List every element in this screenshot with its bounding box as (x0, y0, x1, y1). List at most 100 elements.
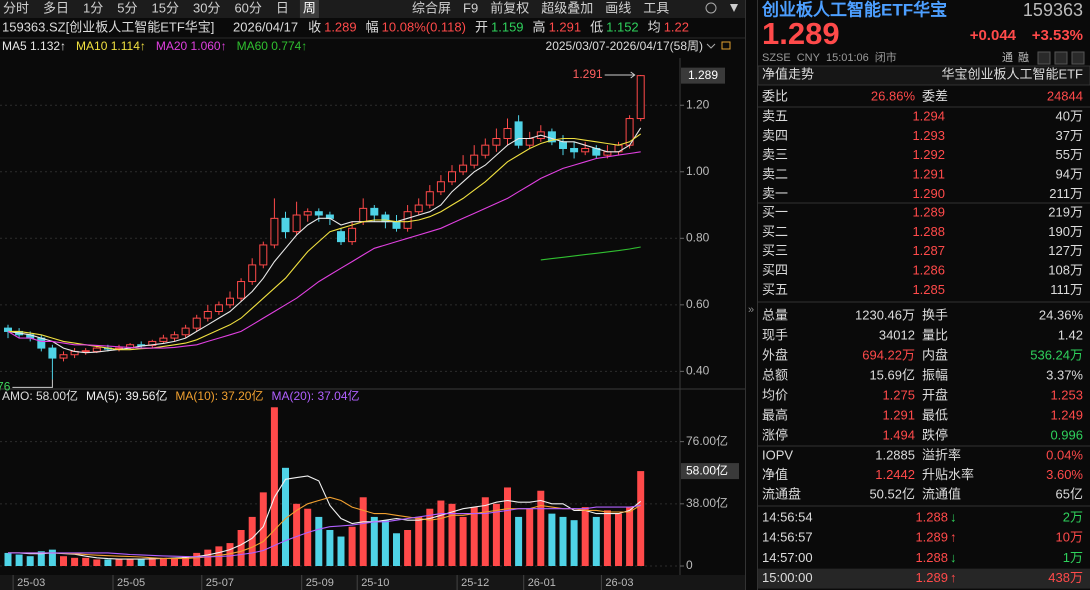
book-label: 卖五 (762, 108, 788, 123)
candle-body (248, 264, 257, 283)
ma-line (8, 133, 642, 351)
info-label: 高 (533, 19, 546, 34)
stat-label: 量比 (922, 327, 948, 342)
period-tab[interactable]: 5分 (117, 0, 137, 15)
stat-value: 15.69亿 (869, 367, 915, 382)
ma-line (7, 127, 642, 354)
period-tab[interactable]: 60分 (234, 0, 261, 15)
stat-value: 1.2885 (875, 447, 915, 462)
stat-label: 最高 (762, 407, 788, 422)
volume-bar (270, 407, 278, 566)
lock-icon[interactable] (721, 41, 731, 50)
tool-icon[interactable] (1071, 51, 1085, 65)
trade-highlight (758, 568, 1090, 589)
candle-body (636, 75, 645, 120)
legend-entry: MA(10): 37.20亿 (175, 388, 263, 403)
trade-time: 14:57:00 (762, 550, 813, 565)
stat-label: 跌停 (922, 427, 948, 442)
tool-button[interactable]: 超级叠加 (541, 0, 593, 15)
volume-bar (115, 559, 123, 566)
candle-body (414, 204, 423, 213)
stat-label: 净值 (762, 467, 788, 482)
info-value: 1.289 (324, 19, 357, 34)
candle-body (303, 211, 312, 216)
stat-label: 涨停 (762, 427, 788, 442)
menu-icon[interactable] (730, 4, 738, 12)
book-volume: 37万 (1056, 128, 1083, 143)
tab[interactable]: 华宝创业板人工智能ETF (941, 66, 1083, 81)
dropdown-icon[interactable] (706, 43, 716, 49)
volume-bar (592, 516, 600, 566)
volume-bar (226, 543, 234, 566)
volume-bar (626, 507, 634, 566)
stat-value: 0.04% (1046, 447, 1083, 462)
stat-value: 34012 (879, 327, 915, 342)
period-tab[interactable]: 多日 (43, 0, 69, 15)
candle-body (37, 337, 46, 349)
book-volume: 219万 (1048, 204, 1083, 219)
stat-label: 内盘 (922, 347, 948, 362)
volume-bar (71, 557, 79, 566)
volume-bar (448, 503, 456, 566)
tab[interactable]: 净值走势 (762, 66, 814, 81)
book-volume: 55万 (1056, 147, 1083, 162)
stat-value: 3.60% (1046, 467, 1083, 482)
change-pct: +3.53% (1032, 27, 1083, 44)
stat-value: 1.2442 (875, 467, 915, 482)
tool-button[interactable]: F9 (463, 0, 478, 15)
stat-value: 50.52亿 (869, 487, 915, 502)
period-tab[interactable]: 1分 (83, 0, 103, 15)
x-tick-label: 25-05 (117, 577, 145, 589)
legend-entry: MA60 0.774↑ (237, 39, 308, 53)
volume-bar (182, 556, 190, 566)
book-volume: 127万 (1048, 243, 1083, 258)
row-value: 24844 (1047, 88, 1083, 103)
legend-entry: MA5 1.132↑ (2, 39, 66, 53)
candle-body (59, 354, 68, 359)
book-price: 1.288 (912, 224, 945, 239)
volume-bar (259, 492, 267, 566)
low-pointer (12, 379, 53, 388)
market-meta: 闭市 (875, 50, 897, 64)
book-label: 卖三 (762, 147, 788, 162)
info-value: 1.22 (664, 19, 689, 34)
volume-ma-line (8, 496, 641, 560)
period-tab[interactable]: 15分 (152, 0, 179, 15)
collapse-arrow[interactable]: » (748, 304, 754, 316)
tool-button[interactable]: 综合屏 (412, 0, 451, 15)
y-tick-label: 0 (686, 558, 693, 572)
tool-icon[interactable] (1054, 51, 1068, 65)
volume-bar (548, 513, 556, 566)
info-value: 10.08%(0.118) (382, 19, 466, 34)
stat-value: 1.253 (1050, 387, 1083, 402)
book-volume: 94万 (1056, 167, 1083, 182)
tool-button[interactable]: 画线 (605, 0, 631, 15)
stat-label: 流通盘 (762, 487, 801, 502)
stat-label: IOPV (762, 447, 793, 462)
volume-bar (248, 516, 256, 566)
y-tick-label: 1.00 (686, 164, 710, 178)
candle-body (370, 207, 379, 216)
last-volume-label: 58.00亿 (686, 462, 728, 477)
book-label: 买一 (762, 204, 788, 219)
volume-bar (581, 507, 589, 566)
search-icon[interactable] (705, 2, 717, 14)
period-tab[interactable]: 周 (303, 0, 316, 15)
trade-direction: ↓ (950, 509, 957, 524)
period-tab[interactable]: 30分 (193, 0, 220, 15)
volume-bar (282, 467, 289, 566)
period-tab[interactable]: 日 (276, 0, 289, 15)
period-tab[interactable]: 分时 (3, 0, 29, 15)
book-label: 买五 (762, 282, 788, 297)
y-tick-label: 0.80 (686, 230, 710, 244)
candle-body (503, 128, 512, 140)
stat-value: 65亿 (1056, 487, 1083, 502)
candle-body (81, 350, 90, 353)
y-tick-label: 0.60 (686, 297, 710, 311)
tool-button[interactable]: 前复权 (490, 0, 529, 15)
tool-icon[interactable] (1037, 51, 1051, 65)
tool-button[interactable]: 工具 (643, 0, 669, 15)
volume-bar (26, 556, 34, 566)
volume-bar (326, 530, 334, 566)
trade-direction: ↓ (950, 550, 957, 565)
